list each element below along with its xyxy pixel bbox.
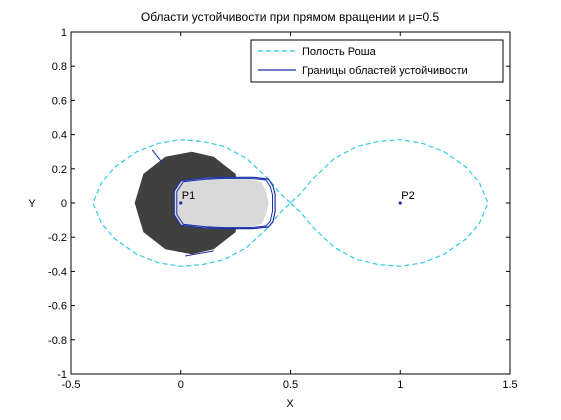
- tangent-line: [151, 149, 164, 165]
- y-tick-label: 0.8: [52, 61, 67, 73]
- x-axis-label: X: [286, 398, 294, 410]
- point-p1: [179, 201, 183, 205]
- y-tick-label: -0.6: [48, 301, 67, 313]
- x-tick-label: 1.5: [502, 379, 517, 391]
- legend: Полость Роша Границы областей устойчивос…: [250, 39, 504, 83]
- y-tick-label: -0.8: [48, 335, 67, 347]
- point-label-p1: P1: [182, 190, 195, 202]
- legend-box: [250, 39, 504, 83]
- point-p2: [398, 201, 402, 205]
- point-label-p2: P2: [401, 190, 414, 202]
- y-axis-label: Y: [28, 198, 36, 210]
- x-tick-label: 0.5: [283, 379, 298, 391]
- region-light: [174, 177, 269, 229]
- y-ticks: -1 -0.8 -0.6 -0.4 -0.2 0 0.2 0.4 0.6 0.8 1: [48, 27, 510, 381]
- curves: [92, 139, 489, 267]
- series-roche-lobe: [92, 139, 489, 267]
- legend-label-roche: Полость Роша: [302, 46, 377, 58]
- y-tick-label: -1: [57, 369, 67, 381]
- x-tick-label: -0.5: [62, 379, 81, 391]
- tangent-line: [185, 250, 214, 257]
- series-stability-boundary-inner: [176, 177, 273, 229]
- y-tick-label: 0.4: [52, 130, 67, 142]
- x-tick-label: 0: [178, 379, 184, 391]
- y-tick-label: -0.2: [48, 232, 67, 244]
- chart-title: Области устойчивости при прямом вращении…: [141, 10, 440, 24]
- series-stability-boundary: [173, 176, 276, 230]
- x-tick-label: 1: [397, 379, 403, 391]
- y-tick-label: -0.4: [48, 266, 67, 278]
- y-tick-label: 0.2: [52, 164, 67, 176]
- x-ticks: -0.5 0 0.5 1 1.5: [62, 32, 518, 391]
- y-tick-label: 1: [61, 27, 67, 39]
- y-tick-label: 0: [61, 198, 67, 210]
- legend-label-boundary: Границы областей устойчивости: [302, 65, 468, 77]
- points: P1 P2: [179, 190, 415, 205]
- y-tick-label: 0.6: [52, 95, 67, 107]
